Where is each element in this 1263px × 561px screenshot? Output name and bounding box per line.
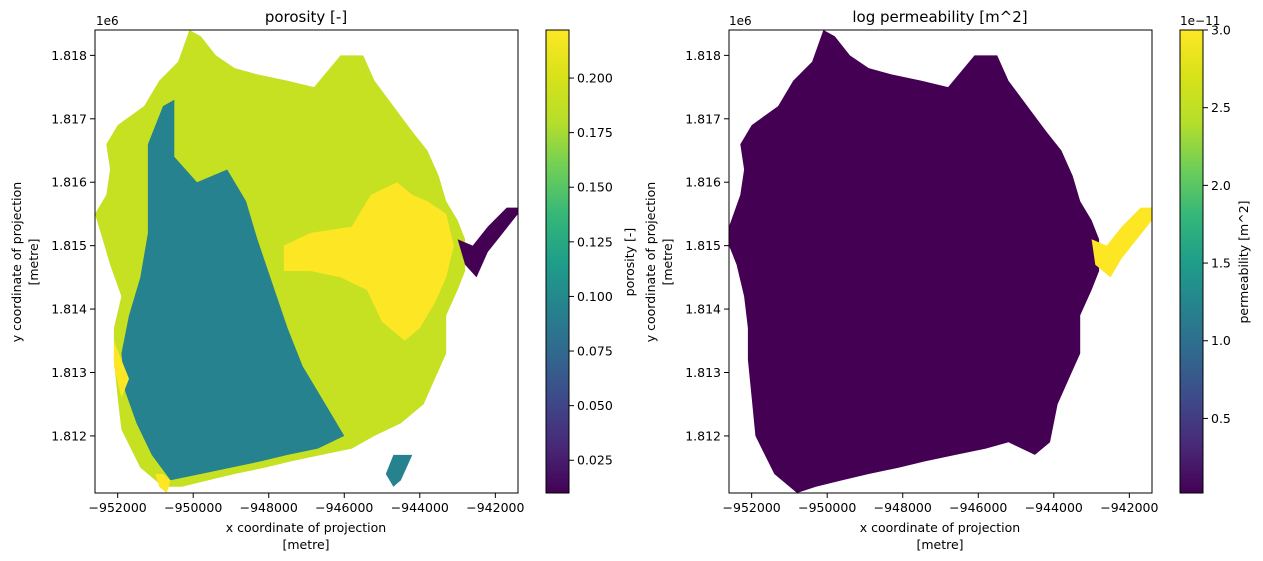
permeability-zone-1 [1091, 207, 1152, 278]
permeability-colorbar-label: permeability [m^2] [1236, 200, 1251, 323]
permeability-y-tick-label: 1.814 [685, 302, 721, 317]
porosity-colorbar-tick-label: 0.100 [577, 289, 613, 304]
porosity-x-tick-label: −946000 [315, 500, 373, 515]
porosity-colorbar-tick-label: 0.025 [577, 453, 613, 468]
porosity-x-ticks: −952000 −950000 −948000 −946000 −944000 −9420… [89, 493, 524, 515]
porosity-y-ticks: 1.812 1.813 1.814 1.815 1.816 1.817 1.818 [51, 48, 95, 443]
porosity-y-label-unit: [metre] [26, 238, 41, 285]
porosity-colorbar-gradient [545, 29, 570, 494]
porosity-colorbar-tick-label: 0.150 [577, 180, 613, 195]
permeability-x-tick-label: −950000 [798, 500, 856, 515]
porosity-x-tick-label: −952000 [89, 500, 147, 515]
permeability-zones [729, 30, 1152, 493]
permeability-x-label: x coordinate of projection [860, 520, 1020, 535]
porosity-panel: porosity [-] 1e6 −952000 −950000 −948000 −9… [9, 8, 637, 552]
permeability-y-tick-label: 1.812 [685, 428, 721, 443]
porosity-x-tick-label: −942000 [466, 500, 524, 515]
porosity-y-tick-label: 1.818 [51, 48, 87, 63]
porosity-zone-3 [113, 340, 129, 398]
porosity-x-tick-label: −944000 [391, 500, 449, 515]
permeability-x-tick-label: −948000 [874, 500, 932, 515]
porosity-zone-4 [155, 474, 171, 493]
porosity-x-label: x coordinate of projection [226, 520, 386, 535]
porosity-y-label: y coordinate of projection [9, 182, 24, 342]
porosity-colorbar-tick-label: 0.200 [577, 71, 613, 86]
porosity-y-tick-label: 1.814 [51, 302, 87, 317]
porosity-y-tick-label: 1.817 [51, 111, 87, 126]
porosity-zone-5 [457, 207, 518, 278]
permeability-x-ticks: −952000 −950000 −948000 −946000 −944000 −9420… [723, 493, 1158, 515]
permeability-colorbar-tick-label: 3.0 [1211, 23, 1231, 38]
permeability-colorbar: 0.5 1.0 1.5 2.0 2.5 3.0 1e−11 permeability [m… [1179, 14, 1251, 494]
porosity-y-tick-label: 1.812 [51, 428, 87, 443]
porosity-colorbar-tick-label: 0.125 [577, 234, 613, 249]
permeability-colorbar-tick-label: 1.0 [1211, 333, 1231, 348]
porosity-colorbar-tick-label: 0.050 [577, 398, 613, 413]
permeability-y-tick-label: 1.816 [685, 175, 721, 190]
porosity-colorbar-tick-label: 0.075 [577, 344, 613, 359]
permeability-y-tick-label: 1.813 [685, 365, 721, 380]
permeability-colorbar-tick-label: 0.5 [1211, 411, 1231, 426]
porosity-zones [95, 30, 518, 493]
porosity-y-tick-label: 1.815 [51, 238, 87, 253]
porosity-colorbar-tick-label: 0.175 [577, 125, 613, 140]
permeability-y-tick-label: 1.815 [685, 238, 721, 253]
permeability-x-tick-label: −946000 [949, 500, 1007, 515]
porosity-zone-6 [385, 454, 413, 487]
permeability-plot-frame [728, 29, 1153, 494]
porosity-y-tick-label: 1.813 [51, 365, 87, 380]
permeability-y-tick-label: 1.818 [685, 48, 721, 63]
porosity-zone-2 [283, 182, 454, 341]
permeability-colorbar-tick-label: 2.5 [1211, 100, 1231, 115]
permeability-zone-0 [729, 30, 1100, 493]
permeability-title: log permeability [m^2] [852, 8, 1027, 26]
permeability-y-ticks: 1.812 1.813 1.814 1.815 1.816 1.817 1.818 [685, 48, 729, 443]
porosity-x-tick-label: −948000 [240, 500, 298, 515]
permeability-x-label-unit: [metre] [916, 537, 963, 552]
permeability-y-label: y coordinate of projection [643, 182, 658, 342]
porosity-x-label-unit: [metre] [282, 537, 329, 552]
permeability-x-tick-label: −942000 [1100, 500, 1158, 515]
porosity-colorbar-ticks: 0.025 0.050 0.075 0.100 0.125 0.150 0.175 0.200 [569, 71, 613, 468]
permeability-colorbar-tick-label: 1.5 [1211, 256, 1231, 271]
porosity-colorbar-label: porosity [-] [622, 228, 637, 297]
permeability-colorbar-offset-label: 1e−11 [1180, 14, 1220, 28]
porosity-title: porosity [-] [265, 8, 347, 26]
porosity-y-tick-label: 1.816 [51, 175, 87, 190]
porosity-y-offset-label: 1e6 [96, 14, 119, 28]
permeability-panel: log permeability [m^2] 1e6 −952000 −95000… [643, 8, 1251, 552]
porosity-colorbar: 0.025 0.050 0.075 0.100 0.125 0.150 0.175 0.200… [545, 29, 637, 494]
porosity-plot-frame [94, 29, 519, 494]
permeability-y-label-unit: [metre] [660, 238, 675, 285]
permeability-y-offset-label: 1e6 [729, 14, 752, 28]
permeability-colorbar-ticks: 0.5 1.0 1.5 2.0 2.5 3.0 [1203, 23, 1231, 426]
permeability-colorbar-tick-label: 2.0 [1211, 178, 1231, 193]
permeability-x-tick-label: −952000 [723, 500, 781, 515]
porosity-zone-1 [121, 99, 345, 481]
permeability-colorbar-gradient [1179, 29, 1204, 494]
permeability-y-tick-label: 1.817 [685, 111, 721, 126]
porosity-x-tick-label: −950000 [164, 500, 222, 515]
permeability-x-tick-label: −944000 [1025, 500, 1083, 515]
